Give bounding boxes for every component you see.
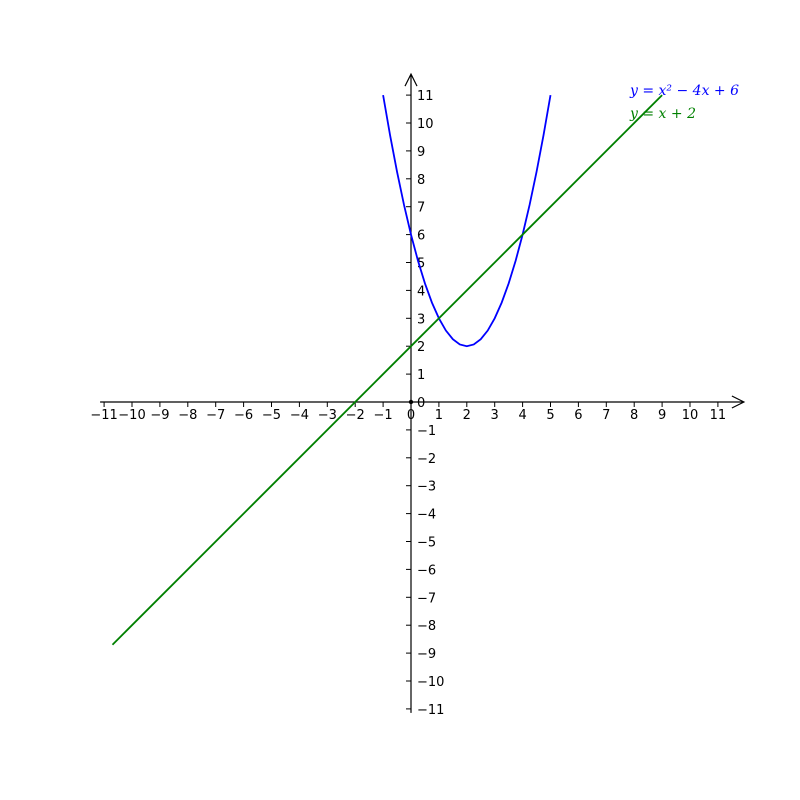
x-tick-label: 2 [463,408,471,423]
x-tick-label: 7 [602,408,610,423]
x-tick-label: 3 [491,408,499,423]
y-tick-label: 2 [417,340,425,355]
x-tick-label: −4 [290,408,309,423]
x-tick-label: −11 [90,408,117,423]
y-tick-label: 8 [417,173,425,188]
y-tick-label: −3 [417,480,436,495]
y-tick-label: −5 [417,536,436,551]
y-tick-label: −2 [417,452,436,467]
x-tick-label: 4 [518,408,526,423]
x-tick-label: 0 [407,408,415,423]
x-tick-label: −10 [118,408,145,423]
line-curve [111,94,663,646]
x-tick-label: 8 [630,408,638,423]
x-tick-label: −8 [178,408,197,423]
legend-entry-1: y = x² − 4x + 6 [629,83,739,99]
x-tick-label: 1 [435,408,443,423]
x-tick-label: −3 [318,408,337,423]
y-tick-label: −7 [417,591,436,606]
x-tick-label: 10 [682,408,699,423]
y-tick-label: 7 [417,201,425,216]
y-tick-label: 6 [417,229,425,244]
y-tick-label: −8 [417,619,436,634]
y-tick-label: 11 [417,89,434,104]
x-axis-arrow [731,395,746,409]
x-tick-label: 9 [658,408,666,423]
x-tick-label: −9 [150,408,169,423]
plot-series [111,94,663,646]
x-tick-label: −5 [262,408,281,423]
x-tick-label: −7 [206,408,225,423]
axes: −11 −10 −9 −8 −7 −6 −5 −4 −3 −2 −1 0 1 2 3 4 5 6 7 8 9 10 11−1… [90,72,746,718]
y-tick-label: 4 [417,284,425,299]
legend-entry-2: y = x + 2 [629,106,696,122]
y-tick-label: −1 [417,424,436,439]
x-tick-label: 6 [574,408,582,423]
legend: y = x² − 4x + 6 y = x + 2 [629,83,739,122]
y-tick-label: −9 [417,647,436,662]
y-tick-label: 5 [417,257,425,272]
y-axis-arrow [404,72,418,87]
y-tick-label: 9 [417,145,425,160]
y-tick-label: 3 [417,312,425,327]
y-tick-label: −11 [417,703,444,718]
x-tick-label: −2 [346,408,365,423]
y-tick-label: −10 [417,675,444,690]
x-tick-label: 5 [546,408,554,423]
y-tick-label: 0 [417,396,425,411]
y-tick-label: −4 [417,508,436,523]
x-tick-label: −6 [234,408,253,423]
parabola-curve [382,94,552,348]
y-tick-label: 10 [417,117,434,132]
x-tick-label: −1 [374,408,393,423]
y-tick-label: −6 [417,563,436,578]
y-tick-label: 1 [417,368,425,383]
x-tick-label: 11 [710,408,727,423]
